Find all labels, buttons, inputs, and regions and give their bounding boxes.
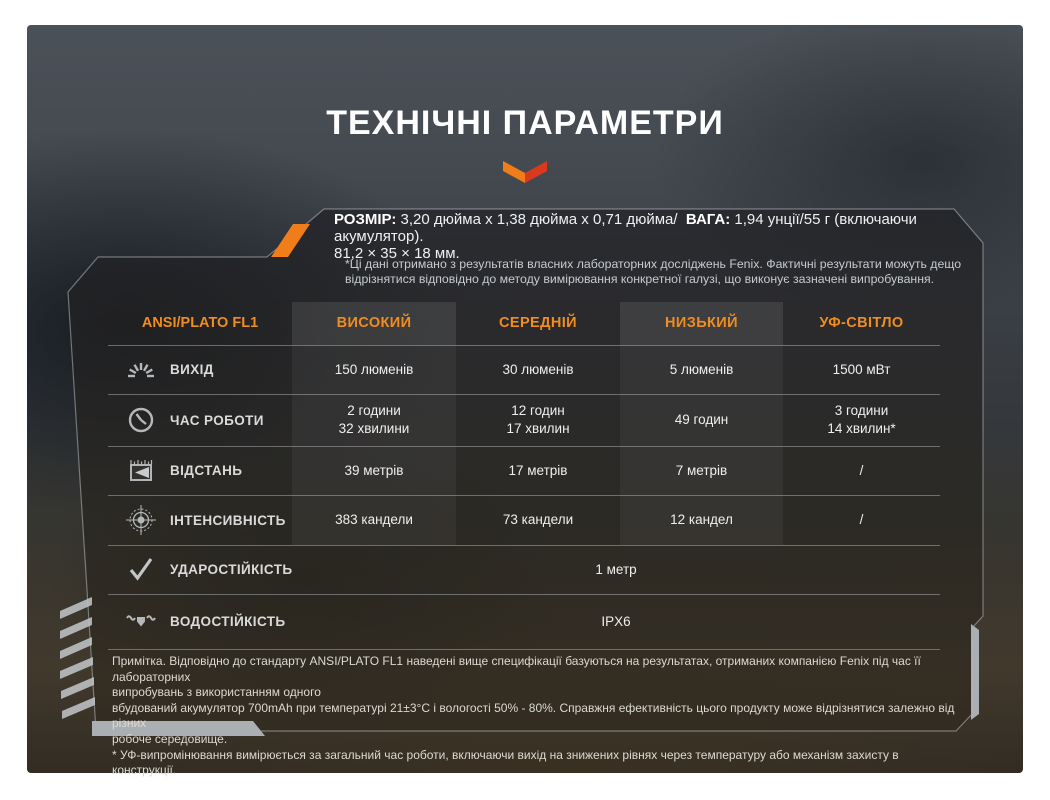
cell-value: 7 метрів	[675, 462, 728, 478]
header-standard: ANSI/PLATO FL1	[141, 314, 259, 331]
table-row-output: ВИХІД 150 люменів 30 люменів 5 люменів 1…	[0, 345, 1050, 394]
footnote-line: робоче середовище.	[112, 731, 228, 746]
row-label: ВОДОСТІЙКІСТЬ	[170, 614, 286, 629]
table-header-row: ANSI/PLATO FL1 ВИСОКИЙ СЕРЕДНІЙ НИЗЬКИЙ …	[0, 300, 1050, 345]
footnote-line: * УФ-випромінювання вимірюється за загал…	[112, 747, 899, 778]
cell-value: 39 метрів	[344, 462, 404, 478]
page-title: ТЕХНІЧНІ ПАРАМЕТРИ	[326, 104, 724, 142]
footnote: Примітка. Відповідно до стандарту ANSI/P…	[112, 654, 960, 779]
header-mode-low: НИЗЬКИЙ	[665, 314, 738, 331]
header-mode-uv: УФ-СВІТЛО	[819, 314, 904, 331]
cell-value: 30 люменів	[502, 361, 574, 377]
row-label: УДАРОСТІЙКІСТЬ	[170, 562, 293, 577]
row-label: ІНТЕНСИВНІСТЬ	[170, 512, 286, 528]
cell-value: 73 кандели	[502, 512, 574, 527]
weight-label: ВАГА:	[685, 211, 731, 228]
row-label: ВИХІД	[170, 362, 214, 377]
header-mode-medium: СЕРЕДНІЙ	[499, 314, 577, 331]
cell-value: 5 люменів	[669, 361, 734, 377]
footnote-line: вбудований акумулятор 700mAh при темпера…	[112, 700, 955, 731]
water-resistance-icon	[118, 594, 164, 649]
cell-value: /	[859, 512, 864, 527]
table-row-intensity: ІНТЕНСИВНІСТЬ 383 кандели 73 кандели 12 …	[0, 495, 1050, 545]
distance-icon	[118, 446, 164, 495]
cell-value: /	[859, 462, 864, 478]
table-row-impact: УДАРОСТІЙКІСТЬ 1 метр	[0, 545, 1050, 594]
cell-value: 49 годин	[674, 412, 729, 427]
cell-value-span: IPX6	[601, 613, 631, 629]
cell-value: 17 метрів	[508, 462, 568, 478]
row-label: ЧАС РОБОТИ	[170, 412, 264, 428]
weight-value: 1,94 унції/55 г (включаючи акумулятор).	[334, 211, 917, 245]
size-value: 3,20 дюйма x 1,38 дюйма x 0,71 дюйма/	[396, 211, 678, 228]
table-row-water: ВОДОСТІЙКІСТЬ IPX6	[0, 594, 1050, 649]
cell-value: 3 години 14 хвилин*	[827, 403, 896, 436]
runtime-icon	[118, 394, 164, 446]
cell-value: 1500 мВт	[832, 361, 891, 377]
footnote-line: Примітка. Відповідно до стандарту ANSI/P…	[112, 654, 921, 684]
cell-value: 383 кандели	[335, 512, 413, 527]
impact-resistance-icon	[118, 545, 164, 594]
light-output-icon	[118, 345, 164, 394]
cell-value: 2 години 32 хвилини	[338, 403, 410, 436]
cell-value: 150 люменів	[334, 361, 414, 377]
cell-value-span: 1 метр	[595, 561, 637, 577]
footnote-line: випробувань з використанням одного	[112, 685, 321, 700]
size-mm: 81,2 × 35 × 18 мм.	[334, 245, 460, 262]
row-label: ВІДСТАНЬ	[170, 463, 243, 478]
size-weight-line: РОЗМІР: 3,20 дюйма x 1,38 дюйма x 0,71 д…	[334, 211, 979, 262]
table-row-runtime: ЧАС РОБОТИ 2 години 32 хвилини 12 годин 17…	[0, 394, 1050, 446]
header-mode-high: ВИСОКИЙ	[336, 314, 412, 331]
chevron-down-icon	[503, 161, 547, 183]
lab-disclaimer: *Ці дані отримано з результатів власних …	[345, 257, 962, 286]
cell-value: 12 годин 17 хвилин	[506, 403, 570, 436]
intensity-icon	[118, 495, 164, 545]
table-row-distance: ВІДСТАНЬ 39 метрів 17 метрів 7 метрів /	[0, 446, 1050, 495]
size-label: РОЗМІР:	[334, 211, 397, 228]
cell-value: 12 кандел	[670, 512, 733, 527]
